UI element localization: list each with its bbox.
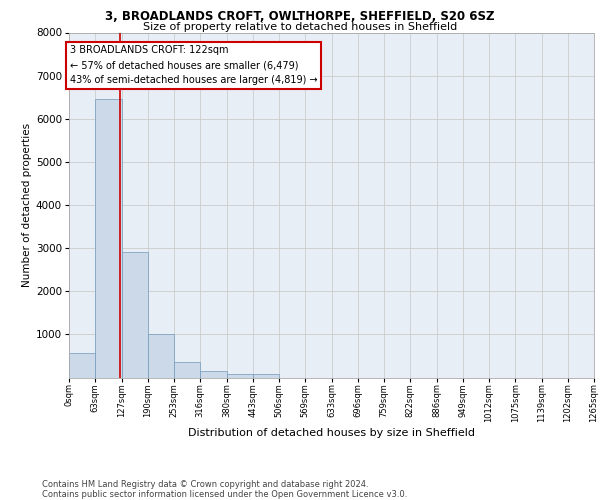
Bar (69, 354, 95, 378)
Bar (148, 334, 174, 378)
Bar (122, 252, 148, 378)
X-axis label: Distribution of detached houses by size in Sheffield: Distribution of detached houses by size … (188, 428, 475, 438)
Text: Contains HM Land Registry data © Crown copyright and database right 2024.
Contai: Contains HM Land Registry data © Crown c… (42, 480, 407, 499)
Y-axis label: Number of detached properties: Number of detached properties (22, 123, 32, 287)
Text: 3 BROADLANDS CROFT: 122sqm
← 57% of detached houses are smaller (6,479)
43% of s: 3 BROADLANDS CROFT: 122sqm ← 57% of deta… (70, 46, 317, 85)
Text: Size of property relative to detached houses in Sheffield: Size of property relative to detached ho… (143, 22, 457, 32)
Bar (253, 374, 279, 378)
Bar (174, 362, 200, 378)
Bar (227, 374, 253, 378)
Bar (200, 370, 227, 378)
Bar (95, 100, 122, 378)
Text: 3, BROADLANDS CROFT, OWLTHORPE, SHEFFIELD, S20 6SZ: 3, BROADLANDS CROFT, OWLTHORPE, SHEFFIEL… (105, 10, 495, 23)
